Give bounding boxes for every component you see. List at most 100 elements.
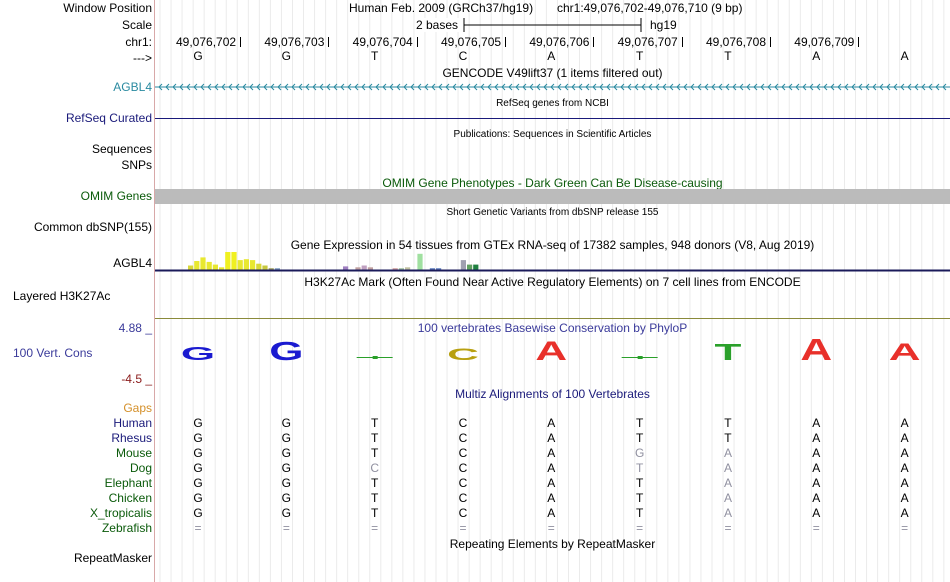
strand-chevron <box>620 83 625 91</box>
publications-sequences-label[interactable]: Sequences <box>91 142 152 156</box>
strand-chevron <box>725 83 730 91</box>
gtex-tissue-bar[interactable] <box>200 257 206 270</box>
gencode-track-label[interactable]: AGBL4 <box>113 80 152 94</box>
strand-chevron <box>788 83 793 91</box>
dbsnp-track-label[interactable]: Common dbSNP(155) <box>33 220 152 234</box>
reference-base: T <box>370 49 379 63</box>
multiz-base: T <box>370 506 379 520</box>
strand-chevron <box>837 83 842 91</box>
gtex-tissue-bar[interactable] <box>256 263 262 270</box>
strand-chevron <box>452 83 457 91</box>
strand-chevron <box>928 83 933 91</box>
gtex-tissue-bar[interactable] <box>268 268 274 270</box>
gtex-tissue-bar[interactable] <box>274 268 280 270</box>
strand-chevron <box>340 83 345 91</box>
gtex-tissue-bar[interactable] <box>429 268 435 270</box>
gencode-transcript-line[interactable] <box>155 81 950 93</box>
browser-image[interactable]: Human Feb. 2009 (GRCh37/hg19) chr1:49,07… <box>155 0 950 582</box>
repeatmasker-track-label[interactable]: RepeatMasker <box>73 551 152 565</box>
strand-chevron <box>487 83 492 91</box>
reference-base: G <box>193 49 203 63</box>
reference-base: T <box>724 49 732 63</box>
multiz-base: A <box>812 506 821 520</box>
gtex-tissue-bar[interactable] <box>219 267 225 270</box>
strand-chevron <box>228 83 233 91</box>
multiz-base: A <box>547 461 556 475</box>
strand-chevron <box>494 83 499 91</box>
scale-label: Scale <box>121 18 152 32</box>
gtex-tissue-bar[interactable] <box>405 267 411 270</box>
gtex-tissue-bar[interactable] <box>231 252 237 270</box>
chrom-label: chr1: <box>125 35 152 49</box>
strand-chevron <box>473 83 478 91</box>
multiz-base: = <box>459 521 467 535</box>
strand-chevron <box>823 83 828 91</box>
coordinate-tick <box>858 37 860 47</box>
gtex-tissue-bar[interactable] <box>250 260 256 270</box>
coordinate-label: 49,076,704 <box>352 35 413 49</box>
gtex-tissue-bar[interactable] <box>212 264 218 270</box>
coordinate-label: 49,076,708 <box>705 35 767 49</box>
omim-track-label[interactable]: OMIM Genes <box>80 189 152 203</box>
gtex-tissue-bar[interactable] <box>355 267 361 270</box>
strand-chevron <box>697 83 702 91</box>
scale-db-text: hg19 <box>650 18 677 32</box>
multiz-base: A <box>900 446 909 460</box>
refseq-track-label[interactable]: RefSeq Curated <box>65 111 152 125</box>
phylop-min-label: -4.5 _ <box>121 372 152 386</box>
gtex-tissue-bar[interactable] <box>467 264 473 270</box>
reference-base: A <box>547 49 556 63</box>
phylop-track-label[interactable]: 100 Vert. Cons <box>13 346 93 360</box>
gtex-tissue-bar[interactable] <box>343 266 349 270</box>
gtex-tissue-bar[interactable] <box>361 265 367 271</box>
refseq-track-title: RefSeq genes from NCBI <box>496 98 609 109</box>
gtex-tissue-bar[interactable] <box>367 267 373 270</box>
strand-chevron <box>613 83 618 91</box>
phylop-logo-letter: G <box>181 344 215 364</box>
gtex-tissue-bar[interactable] <box>398 268 404 270</box>
strand-chevron <box>627 83 632 91</box>
strand-chevron <box>445 83 450 91</box>
gtex-tissue-bar[interactable] <box>225 252 231 270</box>
multiz-base: T <box>370 431 379 445</box>
h3k27ac-track-label[interactable]: Layered H3K27Ac <box>13 289 111 303</box>
refseq-transcript-line[interactable] <box>155 118 950 119</box>
h3k27ac-track-title: H3K27Ac Mark (Often Found Near Active Re… <box>304 275 801 289</box>
omim-gene-bar[interactable] <box>155 189 950 204</box>
strand-chevron <box>879 83 884 91</box>
strand-chevron <box>242 83 247 91</box>
gtex-tissue-bar[interactable] <box>417 253 423 270</box>
multiz-base: A <box>723 491 732 505</box>
multiz-base: G <box>193 431 203 445</box>
strand-chevron <box>830 83 835 91</box>
phylop-negative-mark <box>372 356 378 359</box>
multiz-base: C <box>458 506 468 520</box>
publications-snps-label[interactable]: SNPs <box>121 158 152 172</box>
strand-chevron <box>816 83 821 91</box>
coordinate-label: 49,076,707 <box>617 35 678 49</box>
gtex-tissue-bar[interactable] <box>243 259 249 270</box>
multiz-species-label: X_tropicalis <box>89 506 152 520</box>
multiz-base: A <box>900 416 909 430</box>
gtex-tissue-bar[interactable] <box>460 260 466 270</box>
gtex-tissue-bar[interactable] <box>237 260 243 270</box>
gtex-tissue-bar[interactable] <box>188 265 194 271</box>
gtex-tissue-bar[interactable] <box>473 264 479 270</box>
gtex-track-label[interactable]: AGBL4 <box>113 256 152 270</box>
coordinate-label: 49,076,709 <box>794 35 855 49</box>
gtex-tissue-bar[interactable] <box>262 265 268 271</box>
gtex-tissue-bar[interactable] <box>206 261 212 270</box>
gtex-tissue-bar[interactable] <box>392 268 398 270</box>
strand-chevron <box>284 83 289 91</box>
strand-chevron <box>662 83 667 91</box>
gtex-expression-bars[interactable] <box>155 250 950 272</box>
strand-chevron <box>809 83 814 91</box>
coordinate-tick <box>504 37 506 47</box>
multiz-base: A <box>812 461 821 475</box>
gtex-tissue-bar[interactable] <box>194 261 200 270</box>
strand-chevron <box>333 83 338 91</box>
window-position-text: chr1:49,076,702-49,076,710 (9 bp) <box>557 1 743 15</box>
multiz-base: A <box>547 491 556 505</box>
gtex-tissue-bar[interactable] <box>436 268 442 270</box>
